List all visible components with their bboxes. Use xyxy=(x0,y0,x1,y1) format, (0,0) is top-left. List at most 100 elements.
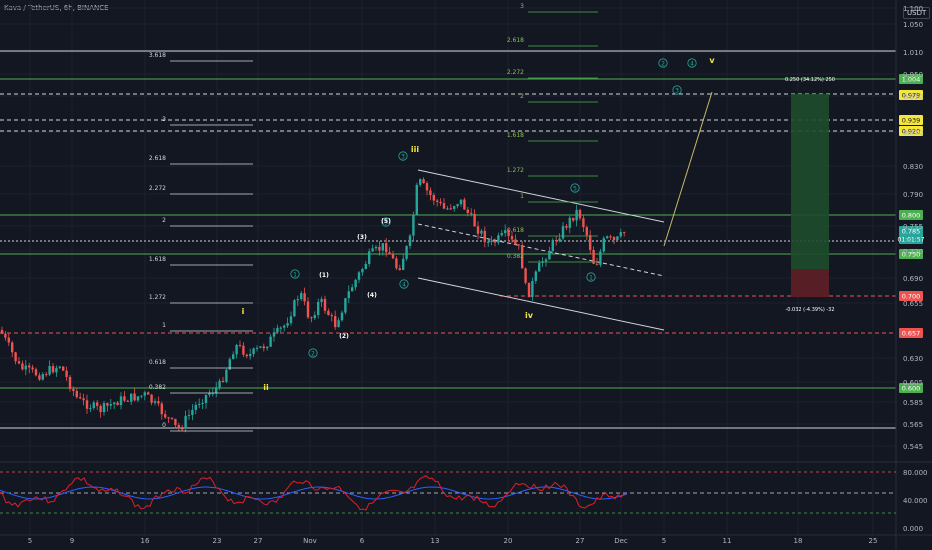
candle xyxy=(453,205,456,212)
channel-lower-line xyxy=(417,277,665,331)
wave-roman-label: iv xyxy=(525,311,534,320)
candle xyxy=(497,232,500,245)
candle xyxy=(317,298,320,319)
candle xyxy=(164,410,167,420)
candle xyxy=(374,245,378,251)
candle xyxy=(269,334,272,347)
candle xyxy=(11,340,14,357)
fib-right-label: 2 xyxy=(520,93,524,100)
fib-left-label: 3 xyxy=(162,116,166,123)
candle xyxy=(242,342,245,358)
candle xyxy=(463,197,466,210)
candle xyxy=(432,192,435,205)
price-tick-label: 0.830 xyxy=(903,163,923,171)
price-badge xyxy=(899,249,923,259)
candle xyxy=(218,378,221,391)
candle xyxy=(436,199,439,207)
rsi-tick-label: 80.000 xyxy=(903,469,928,477)
candle xyxy=(514,234,517,245)
candle xyxy=(402,254,405,271)
wave-roman-label: i xyxy=(242,307,245,316)
price-badge-value: 1.004 xyxy=(902,76,921,84)
target-zone xyxy=(791,94,829,269)
candle xyxy=(167,416,170,424)
price-levels xyxy=(0,50,896,429)
candle xyxy=(323,295,327,314)
candle xyxy=(48,360,51,377)
wave-circle xyxy=(399,279,409,289)
time-tick-label: 20 xyxy=(504,537,513,545)
candle xyxy=(439,198,442,206)
candle xyxy=(7,332,10,347)
time-tick-label: 18 xyxy=(794,537,803,545)
candle xyxy=(466,206,469,217)
time-tick-label: Nov xyxy=(303,537,317,545)
price-tick-label: 0.545 xyxy=(903,443,923,451)
candle xyxy=(174,418,177,429)
price-badge xyxy=(899,90,923,100)
candle xyxy=(109,398,112,410)
fib-left-label: 0.618 xyxy=(149,359,166,366)
candle xyxy=(521,241,524,269)
price-tick-label: 0.790 xyxy=(903,191,923,199)
fib-left-label: 1.618 xyxy=(149,256,166,263)
wave-circle xyxy=(672,85,682,95)
candle xyxy=(507,228,510,242)
candle xyxy=(334,310,337,330)
candle xyxy=(442,197,446,210)
candle xyxy=(68,375,72,392)
candle xyxy=(340,310,344,322)
candle xyxy=(303,287,306,306)
candle xyxy=(133,388,136,402)
candle xyxy=(459,199,463,207)
rsi-ma-line xyxy=(0,486,628,500)
candle xyxy=(211,388,214,397)
wave-paren-label: (3) xyxy=(357,234,367,241)
candle xyxy=(208,389,211,398)
candle xyxy=(561,222,565,241)
price-badge xyxy=(899,291,923,301)
rsi-line xyxy=(0,474,628,511)
candle xyxy=(408,234,412,249)
candle xyxy=(609,234,612,240)
candle xyxy=(140,395,143,399)
time-tick-label: 27 xyxy=(254,537,263,545)
candle xyxy=(306,297,310,319)
fib-right-label: 1 xyxy=(520,193,524,200)
candle xyxy=(259,346,262,349)
fib-left-label: 1.272 xyxy=(149,294,166,301)
price-tick-label: 0.720 xyxy=(903,248,923,256)
candle xyxy=(456,203,459,209)
candle xyxy=(38,372,41,382)
candle xyxy=(252,347,255,357)
candle xyxy=(470,208,473,217)
candle xyxy=(89,404,92,413)
candle xyxy=(215,381,218,398)
candle xyxy=(204,394,208,409)
candle xyxy=(293,298,296,318)
candle xyxy=(170,417,174,421)
price-tick-label: 0.690 xyxy=(903,275,923,283)
candle xyxy=(357,270,361,283)
candle xyxy=(123,391,126,403)
time-tick-label: 23 xyxy=(213,537,222,545)
candle xyxy=(194,401,197,415)
candle xyxy=(106,402,109,412)
axis-currency-button[interactable]: USDT xyxy=(903,7,931,19)
price-badge xyxy=(899,115,923,125)
fib-left-label: 2.272 xyxy=(149,185,166,192)
candle xyxy=(371,244,374,252)
candle xyxy=(619,228,622,239)
candle xyxy=(592,246,595,265)
price-badge xyxy=(899,74,923,84)
candle xyxy=(572,217,575,223)
candle xyxy=(82,393,85,406)
long-position-tool[interactable] xyxy=(791,94,829,297)
candle xyxy=(623,231,626,237)
wave-circle xyxy=(570,183,580,193)
candle xyxy=(14,351,17,365)
wave-circle xyxy=(398,151,408,161)
time-tick-label: 13 xyxy=(431,537,440,545)
fib-right-label: 2.618 xyxy=(507,37,524,44)
